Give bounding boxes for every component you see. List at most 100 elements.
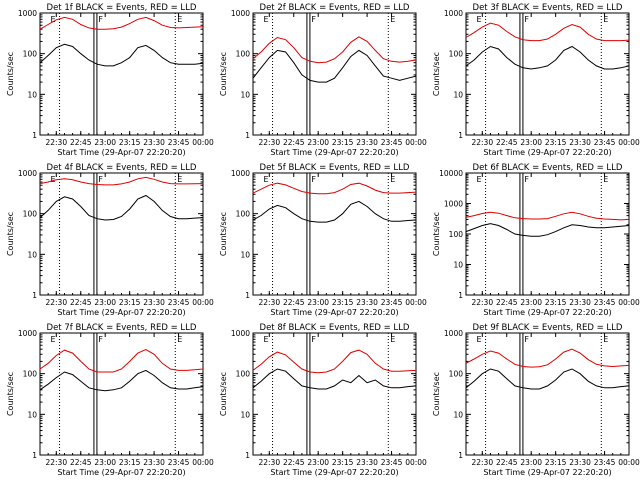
y-tick-label: 100: [236, 370, 251, 379]
x-tick-label: 22:45: [70, 298, 92, 307]
x-axis-label: Start Time (29-Apr-07 22:20:20): [483, 148, 611, 157]
panel-title: Det 5f BLACK = Events, RED = LLD: [260, 163, 410, 173]
x-tick-label: 22:30: [45, 138, 67, 147]
panel-2: Det 2f BLACK = Events, RED = LLD 1 10 100 10…: [219, 3, 427, 157]
x-tick-label: 23:00: [307, 138, 329, 147]
x-tick-label: 00:00: [192, 298, 214, 307]
x-tick-label: 22:45: [496, 298, 518, 307]
event-end-marker: E: [603, 15, 608, 24]
y-tick-label: 1: [245, 291, 250, 300]
y-tick-label: 10: [27, 410, 37, 419]
y-tick-label: 1000: [444, 329, 463, 338]
x-tick-label: 23:00: [520, 138, 542, 147]
x-axis-label: Start Time (29-Apr-07 22:20:20): [483, 468, 611, 477]
event-end-marker: E: [390, 15, 395, 24]
y-tick-label: 100: [449, 50, 464, 59]
y-axis-label: Counts/sec: [6, 52, 15, 96]
x-tick-label: 00:00: [192, 458, 214, 467]
flare-marker: F: [524, 335, 529, 344]
x-axis-label: Start Time (29-Apr-07 22:20:20): [270, 308, 398, 317]
panel-4: Det 4f BLACK = Events, RED = LLD 1 10 100 10…: [6, 163, 214, 317]
series-lld-line: [465, 348, 630, 368]
x-tick-label: 23:30: [569, 458, 591, 467]
x-tick-label: 23:45: [381, 458, 403, 467]
x-tick-label: 23:30: [143, 458, 165, 467]
series-lld-line: [465, 22, 630, 42]
series-events-line: [252, 368, 417, 390]
x-tick-label: 00:00: [405, 298, 427, 307]
x-tick-label: 23:15: [119, 458, 141, 467]
x-tick-label: 23:15: [332, 458, 354, 467]
x-tick-label: 23:00: [94, 138, 116, 147]
y-tick-label: 100: [236, 50, 251, 59]
series-events-line: [465, 45, 630, 70]
x-tick-label: 23:30: [143, 138, 165, 147]
panel-title: Det 7f BLACK = Events, RED = LLD: [47, 323, 197, 333]
event-start-marker: E: [264, 15, 269, 24]
x-tick-label: 22:45: [283, 138, 305, 147]
x-axis-label: Start Time (29-Apr-07 22:20:20): [270, 148, 398, 157]
y-axis-label: Counts/sec: [219, 372, 228, 416]
panel-3: Det 3f BLACK = Events, RED = LLD 1 10 100 10…: [432, 3, 640, 157]
y-tick-label: 1: [458, 291, 463, 300]
x-tick-label: 23:30: [569, 138, 591, 147]
x-tick-label: 22:30: [258, 138, 280, 147]
x-tick-label: 23:15: [332, 138, 354, 147]
x-tick-label: 23:45: [168, 458, 190, 467]
panel-title: Det 6f BLACK = Events, RED = LLD: [473, 163, 623, 173]
y-tick-label: 1000: [18, 169, 37, 178]
x-tick-label: 23:00: [94, 458, 116, 467]
x-tick-label: 23:15: [119, 138, 141, 147]
y-tick-label: 1000: [444, 200, 463, 209]
y-tick-label: 1: [458, 131, 463, 140]
y-tick-label: 10: [27, 90, 37, 99]
x-tick-label: 23:30: [356, 458, 378, 467]
y-tick-label: 1000: [231, 169, 250, 178]
series-events-line: [252, 49, 417, 83]
y-tick-label: 10: [453, 410, 463, 419]
x-tick-label: 22:45: [283, 458, 305, 467]
x-tick-label: 23:30: [143, 298, 165, 307]
event-start-marker: E: [51, 335, 56, 344]
y-tick-label: 100: [23, 210, 38, 219]
event-end-marker: E: [390, 335, 395, 344]
x-axis-label: Start Time (29-Apr-07 22:20:20): [57, 308, 185, 317]
flare-marker: F: [524, 175, 529, 184]
series-lld-line: [465, 211, 630, 221]
y-axis-label: Counts/sec: [6, 372, 15, 416]
y-tick-label: 10: [453, 261, 463, 270]
x-tick-label: 00:00: [618, 298, 640, 307]
x-tick-label: 22:45: [70, 458, 92, 467]
series-lld-line: [252, 36, 417, 64]
x-tick-label: 00:00: [405, 138, 427, 147]
x-tick-label: 23:30: [356, 138, 378, 147]
y-tick-label: 10: [27, 250, 37, 259]
flare-marker: F: [311, 15, 316, 24]
y-axis-label: Counts/sec: [6, 212, 15, 256]
y-tick-label: 1000: [444, 9, 463, 18]
y-tick-label: 1000: [18, 329, 37, 338]
x-tick-label: 22:30: [45, 458, 67, 467]
flare-marker: F: [98, 15, 103, 24]
event-start-marker: E: [477, 15, 482, 24]
y-tick-label: 10000: [439, 169, 463, 178]
x-tick-label: 00:00: [618, 138, 640, 147]
event-start-marker: E: [477, 335, 482, 344]
panel-title: Det 1f BLACK = Events, RED = LLD: [47, 3, 197, 13]
y-tick-label: 1000: [231, 329, 250, 338]
y-tick-label: 1: [32, 451, 37, 460]
flare-marker: F: [311, 175, 316, 184]
x-tick-label: 22:30: [45, 298, 67, 307]
x-tick-label: 23:00: [307, 458, 329, 467]
x-tick-label: 23:30: [569, 298, 591, 307]
x-tick-label: 23:00: [520, 298, 542, 307]
y-axis-label: Counts/sec: [432, 372, 441, 416]
x-tick-label: 22:45: [496, 458, 518, 467]
panel-8: Det 8f BLACK = Events, RED = LLD 1 10 100 10…: [219, 323, 427, 477]
y-axis-label: Counts/sec: [432, 212, 441, 256]
x-tick-label: 23:45: [168, 298, 190, 307]
series-lld-line: [39, 16, 204, 30]
flare-marker: F: [98, 335, 103, 344]
